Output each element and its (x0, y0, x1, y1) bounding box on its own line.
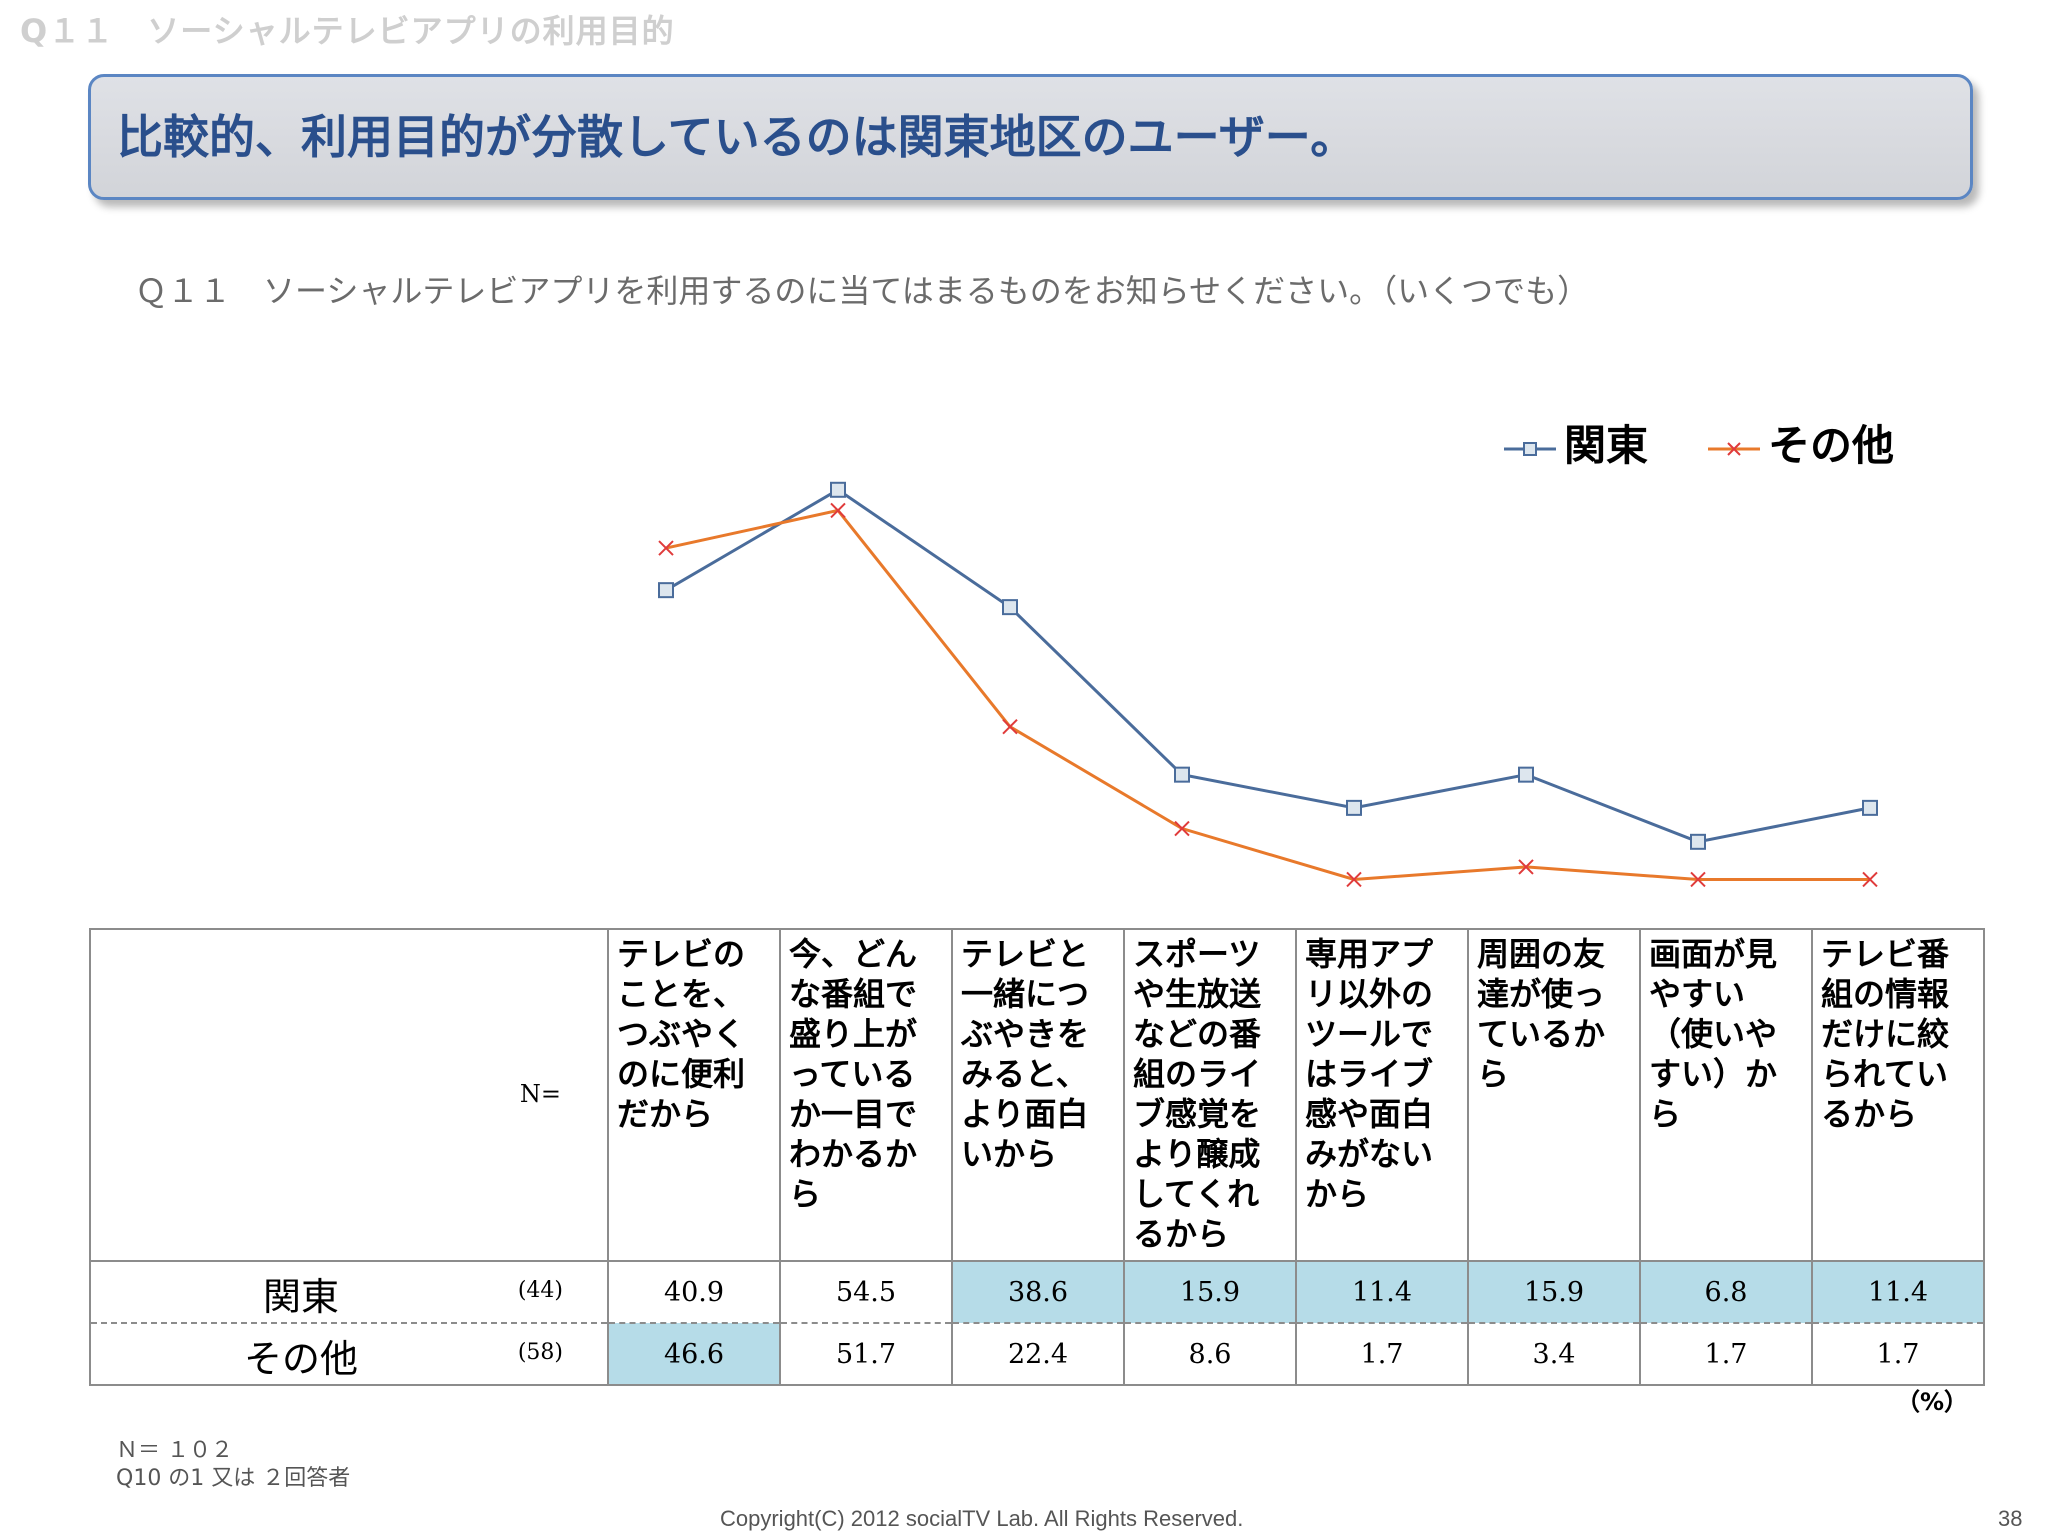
data-point-0-3 (1174, 766, 1190, 783)
line-chart (658, 481, 1878, 888)
data-point-0-6 (1690, 833, 1706, 850)
note-base: Q10 の1 又は ２回答者 (116, 1466, 351, 1491)
value-cell: 15.9 (1467, 1261, 1641, 1324)
category-header: スポーツや生放送などの番組のライブ感覚をより醸成してくれるから (1123, 929, 1297, 1262)
unit-label: （%） (1896, 1388, 1969, 1416)
row-label-cell: その他 (58) (89, 1323, 609, 1385)
legend-marker-other (1708, 441, 1760, 456)
table-row-other: その他 (58) 46.6 51.7 22.4 8.6 1.7 3.4 1.7 … (89, 1323, 1985, 1385)
row-n-kanto: (44) (517, 1278, 563, 1303)
page-number: 38 (1998, 1506, 2023, 1531)
category-header: 周囲の友達が使っているから (1467, 929, 1641, 1262)
value-cell: 3.4 (1467, 1323, 1641, 1385)
row-name-other: その他 (243, 1337, 358, 1381)
data-point-0-2 (1002, 599, 1018, 616)
value-cell: 22.4 (951, 1323, 1125, 1385)
data-point-1-4 (1346, 871, 1362, 888)
value-cell: 38.6 (951, 1261, 1125, 1324)
data-point-1-0 (658, 540, 674, 556)
data-point-1-2 (1002, 718, 1018, 735)
category-header: 今、どんな番組で盛り上がっているか一目でわかるから (779, 929, 953, 1262)
data-point-0-4 (1346, 799, 1362, 816)
headline-box: 比較的、利用目的が分散しているのは関東地区のユーザー。 (88, 74, 1973, 200)
value-cell: 1.7 (1639, 1323, 1813, 1385)
n-header: N= (519, 1080, 561, 1108)
category-header: 専用アプリ以外のツールではライブ感や面白みがないから (1295, 929, 1469, 1262)
data-point-0-0 (658, 582, 674, 599)
value-cell: 40.9 (607, 1261, 781, 1324)
legend-item-kanto: 関東 (1502, 412, 1648, 473)
series-line-0 (665, 488, 1871, 844)
data-point-0-1 (830, 481, 846, 498)
data-point-1-6 (1690, 871, 1706, 888)
row-label-cell: 関東 (44) (89, 1261, 609, 1324)
category-header: テレビのことを、つぶやくのに便利だから (607, 929, 781, 1262)
data-point-0-7 (1862, 799, 1878, 816)
copyright: Copyright(C) 2012 socialTV Lab. All Righ… (720, 1506, 1244, 1531)
series-line-1 (665, 508, 1870, 881)
legend-label-other: その他 (1768, 421, 1895, 470)
value-cell: 1.7 (1295, 1323, 1469, 1385)
table-row-kanto: 関東 (44) 40.9 54.5 38.6 15.9 11.4 15.9 6.… (89, 1261, 1985, 1324)
row-name-kanto: 関東 (262, 1275, 339, 1319)
slide-label: Q１１ ソーシャルテレビアプリの利用目的 (20, 12, 675, 50)
n-header-cell: N= (89, 929, 609, 1262)
data-point-1-3 (1174, 820, 1190, 837)
category-header: テレビと一緒につぶやきをみると、より面白いから (951, 929, 1125, 1262)
legend-item-other: その他 (1706, 412, 1894, 473)
row-n-other: (58) (517, 1340, 563, 1365)
category-header: 画面が見やすい（使いやすい）から (1639, 929, 1813, 1262)
data-point-1-1 (830, 502, 846, 519)
value-cell: 54.5 (779, 1261, 953, 1324)
legend-marker-kanto (1504, 441, 1556, 456)
value-cell: 11.4 (1811, 1261, 1985, 1324)
category-header: テレビ番組の情報だけに絞られているから (1811, 929, 1985, 1262)
data-point-1-7 (1862, 871, 1878, 888)
data-table: N= テレビのことを、つぶやくのに便利だから 今、どんな番組で盛り上がっているか… (89, 928, 1985, 1386)
question-text: Ｑ１１ ソーシャルテレビアプリを利用するのに当てはまるものをお知らせください。（… (135, 272, 1590, 310)
value-cell: 1.7 (1811, 1323, 1985, 1385)
legend-label-kanto: 関東 (1564, 421, 1649, 470)
value-cell: 11.4 (1295, 1261, 1469, 1324)
data-point-0-5 (1518, 766, 1534, 783)
value-cell: 51.7 (779, 1323, 953, 1385)
table-header-row: N= テレビのことを、つぶやくのに便利だから 今、どんな番組で盛り上がっているか… (89, 929, 1985, 1262)
headline: 比較的、利用目的が分散しているのは関東地区のユーザー。 (117, 110, 1357, 164)
value-cell: 6.8 (1639, 1261, 1813, 1324)
value-cell: 15.9 (1123, 1261, 1297, 1324)
value-cell: 46.6 (607, 1323, 781, 1385)
data-point-1-5 (1518, 859, 1534, 875)
note-n-total: Ｎ＝ １０２ (116, 1438, 233, 1463)
value-cell: 8.6 (1123, 1323, 1297, 1385)
